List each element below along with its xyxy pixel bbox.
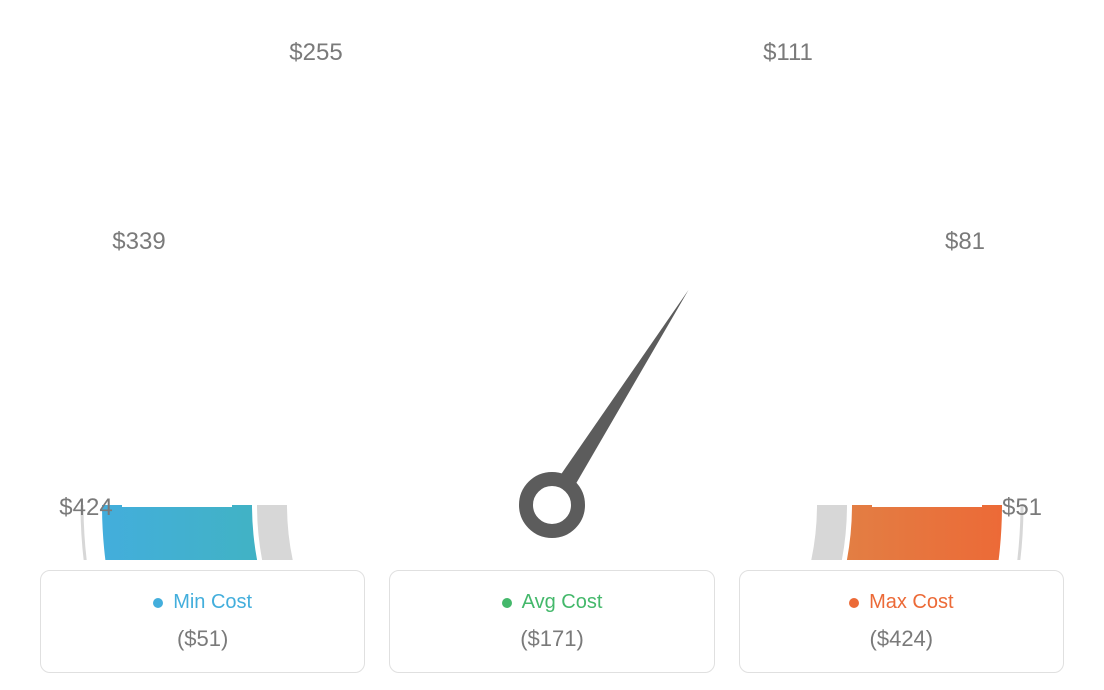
legend-avg-text: Avg Cost (522, 591, 603, 614)
legend-avg: Avg Cost ($171) (389, 570, 714, 673)
legend-row: Min Cost ($51) Avg Cost ($171) Max Cost … (0, 570, 1104, 673)
svg-text:$339: $339 (112, 228, 165, 255)
svg-text:$255: $255 (289, 39, 342, 66)
legend-min-value: ($51) (51, 626, 354, 652)
legend-avg-label: Avg Cost (502, 591, 603, 614)
svg-text:$81: $81 (945, 228, 985, 255)
legend-min-text: Min Cost (173, 591, 252, 614)
gauge-svg: $51$81$111$171$255$339$424 (0, 0, 1104, 560)
legend-max-label: Max Cost (849, 591, 953, 614)
dot-icon (502, 598, 512, 608)
svg-text:$111: $111 (763, 39, 813, 66)
legend-max-value: ($424) (750, 626, 1053, 652)
svg-text:$424: $424 (59, 494, 112, 521)
legend-min-label: Min Cost (153, 591, 252, 614)
dot-icon (849, 598, 859, 608)
svg-text:$51: $51 (1002, 494, 1042, 521)
legend-avg-value: ($171) (400, 626, 703, 652)
legend-min: Min Cost ($51) (40, 570, 365, 673)
legend-max: Max Cost ($424) (739, 570, 1064, 673)
legend-max-text: Max Cost (869, 591, 953, 614)
cost-gauge: $51$81$111$171$255$339$424 (0, 0, 1104, 560)
dot-icon (153, 598, 163, 608)
